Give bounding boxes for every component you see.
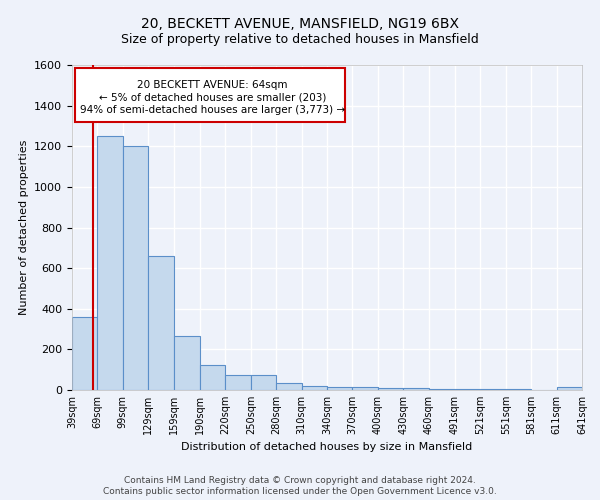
Bar bbox=[327, 387, 352, 390]
Bar bbox=[403, 388, 428, 390]
Bar bbox=[173, 336, 200, 390]
Bar bbox=[200, 364, 226, 390]
Bar bbox=[378, 388, 403, 390]
Y-axis label: Number of detached properties: Number of detached properties bbox=[19, 140, 29, 315]
Bar bbox=[97, 136, 123, 390]
Text: 20, BECKETT AVENUE, MANSFIELD, NG19 6BX: 20, BECKETT AVENUE, MANSFIELD, NG19 6BX bbox=[141, 18, 459, 32]
Text: ← 5% of detached houses are smaller (203): ← 5% of detached houses are smaller (203… bbox=[98, 92, 326, 102]
Bar bbox=[276, 383, 302, 390]
Text: Contains HM Land Registry data © Crown copyright and database right 2024.: Contains HM Land Registry data © Crown c… bbox=[124, 476, 476, 485]
Bar bbox=[302, 386, 327, 390]
Text: Contains public sector information licensed under the Open Government Licence v3: Contains public sector information licen… bbox=[103, 488, 497, 496]
Text: Size of property relative to detached houses in Mansfield: Size of property relative to detached ho… bbox=[121, 32, 479, 46]
Bar bbox=[455, 389, 481, 390]
Bar bbox=[251, 375, 276, 390]
Bar bbox=[72, 317, 97, 390]
Text: Distribution of detached houses by size in Mansfield: Distribution of detached houses by size … bbox=[181, 442, 473, 452]
Text: 20 BECKETT AVENUE: 64sqm: 20 BECKETT AVENUE: 64sqm bbox=[137, 80, 287, 90]
Bar bbox=[352, 387, 378, 390]
Bar bbox=[148, 256, 173, 390]
Bar bbox=[557, 387, 582, 390]
Bar bbox=[428, 389, 455, 390]
FancyBboxPatch shape bbox=[74, 68, 345, 122]
Text: 94% of semi-detached houses are larger (3,773) →: 94% of semi-detached houses are larger (… bbox=[80, 105, 345, 115]
Bar bbox=[123, 146, 148, 390]
Bar bbox=[226, 375, 251, 390]
